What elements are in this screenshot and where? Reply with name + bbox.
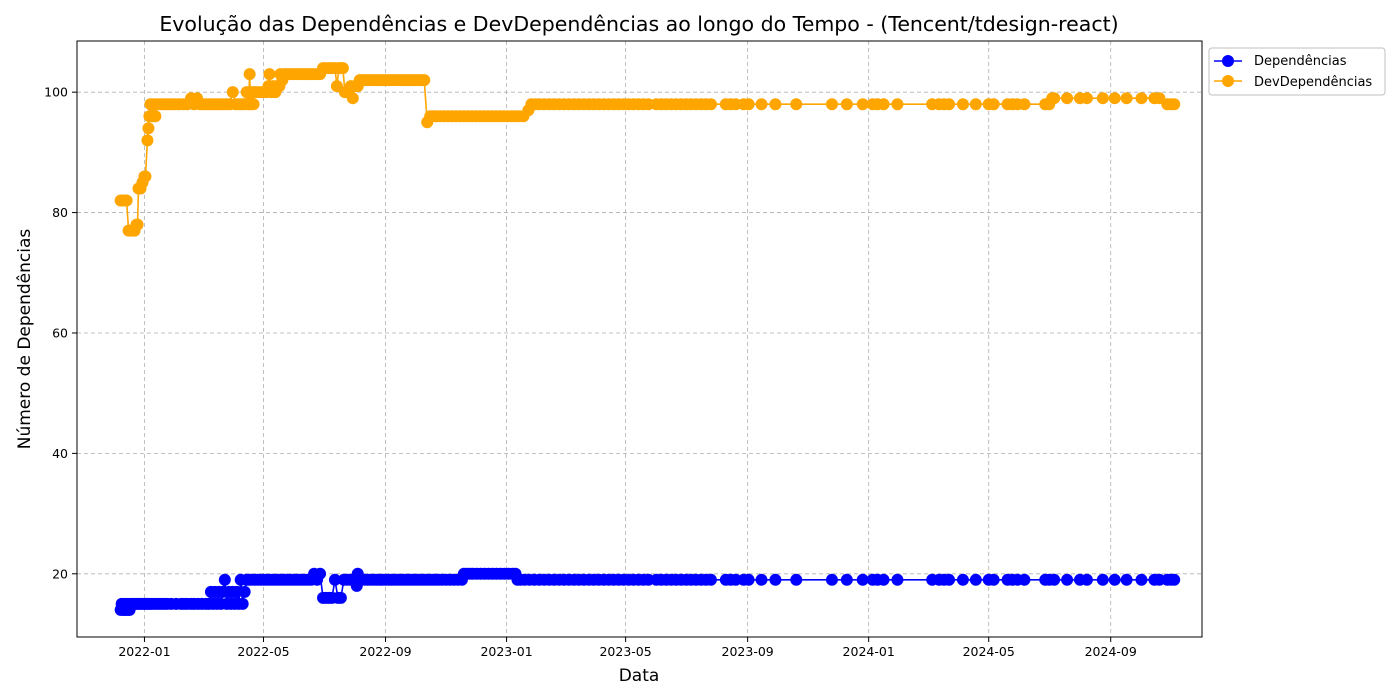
data-point-dependencias	[704, 573, 717, 586]
x-tick-label: 2023-09	[722, 644, 774, 659]
data-point-devdependencias	[418, 74, 431, 87]
x-tick-label: 2023-05	[599, 644, 651, 659]
data-point-devdependencias	[1080, 92, 1093, 105]
data-point-dependencias	[1168, 573, 1181, 586]
data-point-dependencias	[877, 573, 890, 586]
data-point-devdependencias	[956, 98, 969, 111]
y-tick-label: 80	[52, 205, 68, 220]
data-point-dependencias	[856, 573, 869, 586]
data-point-dependencias	[1018, 573, 1031, 586]
data-point-dependencias	[1120, 573, 1133, 586]
data-point-dependencias	[314, 567, 327, 580]
data-point-devdependencias	[149, 110, 162, 123]
data-point-devdependencias	[1096, 92, 1109, 105]
data-point-dependencias	[1096, 573, 1109, 586]
data-point-devdependencias	[969, 98, 982, 111]
x-axis: 2022-01 2022-05 2022-09 2023-01 2023-05 2023-…	[118, 637, 1137, 659]
data-point-devdependencias	[1108, 92, 1121, 105]
data-point-devdependencias	[1048, 92, 1061, 105]
data-point-dependencias	[987, 573, 1000, 586]
y-tick-label: 40	[52, 446, 68, 461]
data-point-devdependencias	[755, 98, 768, 111]
legend: Dependências DevDependências	[1208, 47, 1386, 96]
y-axis-label: Número de Dependências	[15, 229, 35, 450]
data-point-devdependencias	[226, 86, 239, 99]
chart-title: Evolução das Dependências e DevDependênc…	[159, 12, 1118, 36]
data-point-dependencias	[238, 585, 251, 598]
data-point-dependencias	[218, 573, 231, 586]
x-tick-label: 2022-01	[118, 644, 170, 659]
y-tick-label: 20	[52, 566, 68, 581]
data-point-dependencias	[790, 573, 803, 586]
data-point-dependencias	[1135, 573, 1148, 586]
data-point-devdependencias	[139, 170, 152, 183]
series-dependencias	[114, 567, 1181, 616]
data-point-dependencias	[755, 573, 768, 586]
data-point-devdependencias	[247, 98, 260, 111]
data-point-devdependencias	[943, 98, 956, 111]
y-tick-label: 100	[44, 85, 68, 100]
data-point-dependencias	[956, 573, 969, 586]
data-point-dependencias	[1061, 573, 1074, 586]
data-point-devdependencias	[1135, 92, 1148, 105]
legend-marker-devdependencias	[1222, 75, 1234, 87]
data-point-devdependencias	[141, 134, 154, 147]
series-layer	[114, 62, 1181, 616]
data-point-dependencias	[840, 573, 853, 586]
data-point-dependencias	[825, 573, 838, 586]
data-point-dependencias	[236, 597, 249, 610]
data-point-devdependencias	[856, 98, 869, 111]
data-point-devdependencias	[840, 98, 853, 111]
data-point-devdependencias	[1018, 98, 1031, 111]
data-point-devdependencias	[742, 98, 755, 111]
y-axis: 20 40 60 80 100	[44, 85, 77, 581]
data-point-devdependencias	[769, 98, 782, 111]
grid	[77, 41, 1202, 637]
data-point-dependencias	[891, 573, 904, 586]
data-point-dependencias	[742, 573, 755, 586]
data-point-devdependencias	[1120, 92, 1133, 105]
data-point-devdependencias	[704, 98, 717, 111]
data-point-devdependencias	[131, 218, 144, 231]
data-point-devdependencias	[877, 98, 890, 111]
legend-box	[1208, 47, 1386, 96]
data-point-devdependencias	[825, 98, 838, 111]
x-tick-label: 2024-05	[963, 644, 1015, 659]
x-tick-label: 2023-01	[480, 644, 532, 659]
data-point-dependencias	[1048, 573, 1061, 586]
x-axis-label: Data	[619, 666, 660, 686]
data-point-devdependencias	[263, 68, 276, 81]
data-point-devdependencias	[142, 122, 155, 135]
data-point-devdependencias	[336, 62, 349, 75]
data-point-devdependencias	[1168, 98, 1181, 111]
legend-marker-dependencias	[1222, 55, 1234, 67]
data-point-dependencias	[943, 573, 956, 586]
data-point-dependencias	[334, 591, 347, 604]
data-point-dependencias	[1108, 573, 1121, 586]
plot-frame	[76, 40, 1203, 638]
data-point-dependencias	[969, 573, 982, 586]
data-point-devdependencias	[120, 194, 133, 207]
x-tick-label: 2022-09	[359, 644, 411, 659]
x-tick-label: 2024-01	[843, 644, 895, 659]
data-point-dependencias	[769, 573, 782, 586]
legend-label-devdependencias: DevDependências	[1254, 75, 1372, 90]
data-point-devdependencias	[1061, 92, 1074, 105]
legend-label-dependencias: Dependências	[1254, 54, 1347, 69]
data-point-devdependencias	[243, 68, 256, 81]
x-tick-label: 2022-05	[237, 644, 289, 659]
x-tick-label: 2024-09	[1085, 644, 1137, 659]
data-point-dependencias	[1080, 573, 1093, 586]
data-point-devdependencias	[891, 98, 904, 111]
data-point-devdependencias	[346, 92, 359, 105]
data-point-devdependencias	[987, 98, 1000, 111]
data-point-dependencias	[328, 573, 341, 586]
data-point-devdependencias	[790, 98, 803, 111]
y-tick-label: 60	[52, 325, 68, 340]
series-devdependencias	[114, 62, 1181, 237]
